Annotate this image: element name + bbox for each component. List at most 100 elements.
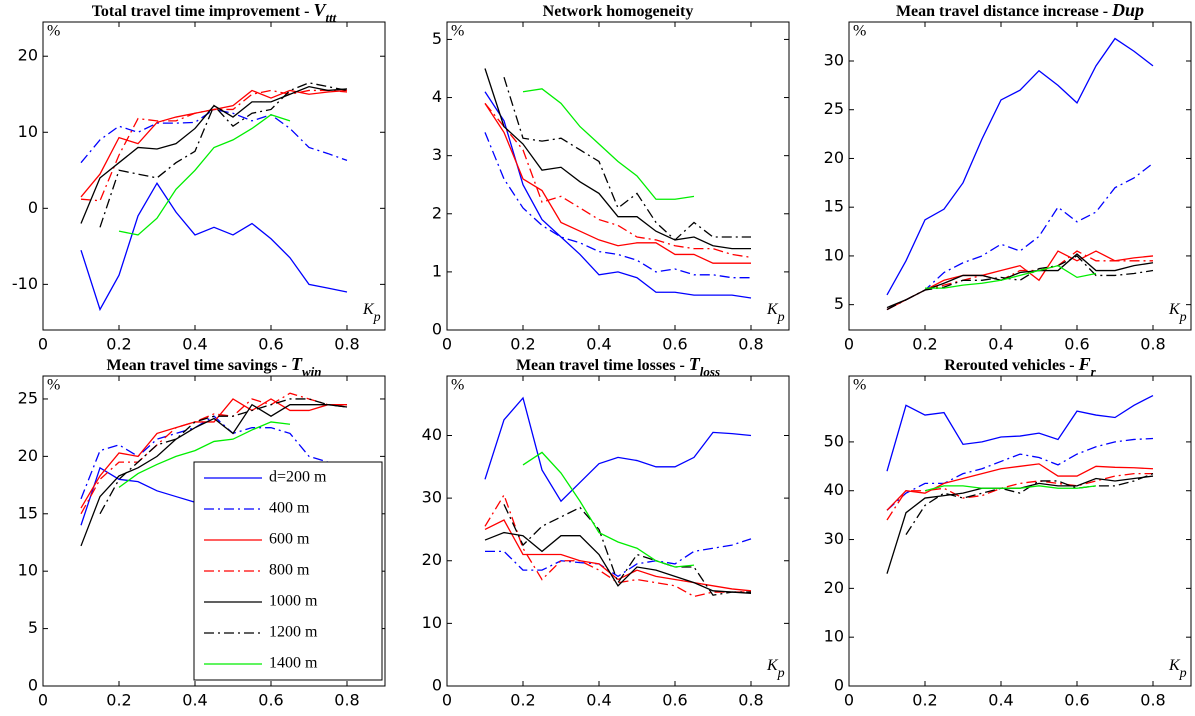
- x-tick-label: 0.6: [662, 335, 687, 354]
- y-axis-label: %: [853, 377, 866, 394]
- x-axis-label: Kp: [766, 301, 785, 325]
- y-tick-label: 20: [18, 446, 38, 465]
- y-tick-label: 30: [824, 50, 844, 69]
- x-axis-label: Kp: [1168, 301, 1187, 325]
- y-tick-label: 10: [422, 613, 442, 632]
- series-line: [503, 504, 751, 596]
- x-tick-label: 0.4: [988, 691, 1013, 710]
- y-tick-label: 40: [824, 480, 844, 499]
- series-line: [484, 519, 752, 592]
- x-tick-label: 0: [442, 691, 452, 710]
- x-tick-label: 0.2: [912, 335, 937, 354]
- chart-title: Mean travel time savings - Twin: [107, 354, 322, 379]
- x-tick-label: 0.4: [182, 335, 207, 354]
- title-variable: T: [689, 354, 701, 374]
- x-tick-label: 0: [442, 335, 452, 354]
- legend: d=200 m 400 m 600 m 800 m 1000 m 1200 m 1400 m: [193, 461, 383, 681]
- x-axis-label: Kp: [766, 657, 785, 681]
- y-tick-label: 15: [824, 197, 844, 216]
- x-axis-label-subscript: p: [1179, 666, 1187, 681]
- series-line: [886, 394, 1154, 472]
- y-axis-label: %: [451, 377, 464, 394]
- x-tick-label: 0.2: [106, 691, 131, 710]
- y-tick-label: 0: [28, 198, 38, 217]
- legend-label: 400 m: [269, 500, 310, 517]
- y-tick-label: 25: [18, 388, 38, 407]
- x-tick-label: 0: [38, 691, 48, 710]
- series-line: [886, 253, 1154, 309]
- chart-title: Total travel time improvement - Vttt: [92, 0, 337, 25]
- title-text: Mean travel time losses -: [516, 357, 685, 374]
- chart-title: Rerouted vehicles - Fr: [944, 354, 1096, 379]
- x-tick-label: 0.8: [738, 335, 763, 354]
- series-line: [886, 472, 1153, 521]
- y-tick-label: 1: [432, 261, 442, 280]
- x-axis-label-subscript: p: [373, 310, 381, 325]
- y-tick-label: 30: [422, 488, 442, 507]
- y-tick-label: 5: [432, 29, 442, 48]
- x-tick-label: 0.4: [988, 335, 1013, 354]
- series-line: [886, 463, 1154, 511]
- x-tick-label: 0.2: [106, 335, 131, 354]
- x-axis-label-subscript: p: [777, 310, 785, 325]
- x-tick-label: 0: [844, 691, 854, 710]
- y-tick-label: -10: [12, 274, 38, 293]
- title-subscript: win: [302, 364, 322, 379]
- legend-label: 600 m: [269, 531, 310, 548]
- series-line: [925, 264, 1097, 289]
- x-tick-label: 0.6: [258, 691, 283, 710]
- y-tick-label: 5: [834, 294, 844, 313]
- series-line: [484, 132, 751, 279]
- subplot: Rerouted vehicles - Fr 0 0.2 0.4 0.6 0.8 0 10 20…: [824, 354, 1192, 710]
- series-line: [80, 398, 347, 509]
- title-variable: F: [1078, 354, 1091, 374]
- series-line: [886, 437, 1154, 511]
- x-tick-label: 0.8: [334, 335, 359, 354]
- series-line: [484, 68, 751, 250]
- title-text: Mean travel time savings -: [107, 357, 287, 374]
- series-line: [484, 91, 752, 299]
- x-axis-label: Kp: [1168, 657, 1187, 681]
- series-line: [118, 421, 291, 488]
- chart-title: Network homogeneity: [543, 3, 694, 20]
- x-tick-label: 0.8: [1140, 691, 1165, 710]
- x-axis-label-main: K: [362, 301, 375, 318]
- x-tick-label: 0.6: [258, 335, 283, 354]
- series-line: [80, 181, 348, 312]
- x-tick-label: 0: [844, 335, 854, 354]
- y-tick-label: 10: [824, 245, 844, 264]
- series-line: [80, 89, 348, 202]
- y-axis-label: %: [451, 23, 464, 40]
- title-subscript: r: [1091, 364, 1097, 379]
- title-variable: T: [291, 354, 303, 374]
- series-line: [886, 255, 1154, 311]
- x-tick-label: 0: [38, 335, 48, 354]
- chart-title: Mean travel distance increase - Dup: [896, 0, 1144, 20]
- y-tick-label: 50: [824, 431, 844, 450]
- subplot: Total travel time improvement - Vttt 0 0.2…: [12, 0, 386, 354]
- y-tick-label: 10: [18, 561, 38, 580]
- x-tick-label: 0.4: [182, 691, 207, 710]
- axes-box: [446, 21, 790, 331]
- title-subscript: ttt: [325, 10, 336, 25]
- title-subscript: loss: [700, 364, 720, 379]
- x-tick-label: 0.6: [1064, 691, 1089, 710]
- series-line: [80, 108, 348, 164]
- series-line: [503, 77, 751, 241]
- title-variable: Dup: [1111, 0, 1144, 20]
- legend-label: 1400 m: [269, 655, 318, 672]
- series-line: [99, 82, 348, 228]
- x-axis-label-main: K: [1168, 657, 1181, 674]
- axes-box: [848, 375, 1192, 687]
- y-tick-label: 2: [432, 203, 442, 222]
- x-axis-label-main: K: [1168, 301, 1181, 318]
- x-axis-label-subscript: p: [777, 666, 785, 681]
- legend-label: 1200 m: [269, 624, 318, 641]
- x-tick-label: 0.8: [738, 691, 763, 710]
- y-tick-label: 40: [422, 425, 442, 444]
- title-text: Total travel time improvement -: [92, 3, 310, 20]
- subplot: Network homogeneity 0 0.2 0.4 0.6 0.8 0 1 2 3 4 5 % K…: [432, 3, 790, 354]
- y-tick-label: 20: [18, 46, 38, 65]
- series-line: [80, 392, 347, 515]
